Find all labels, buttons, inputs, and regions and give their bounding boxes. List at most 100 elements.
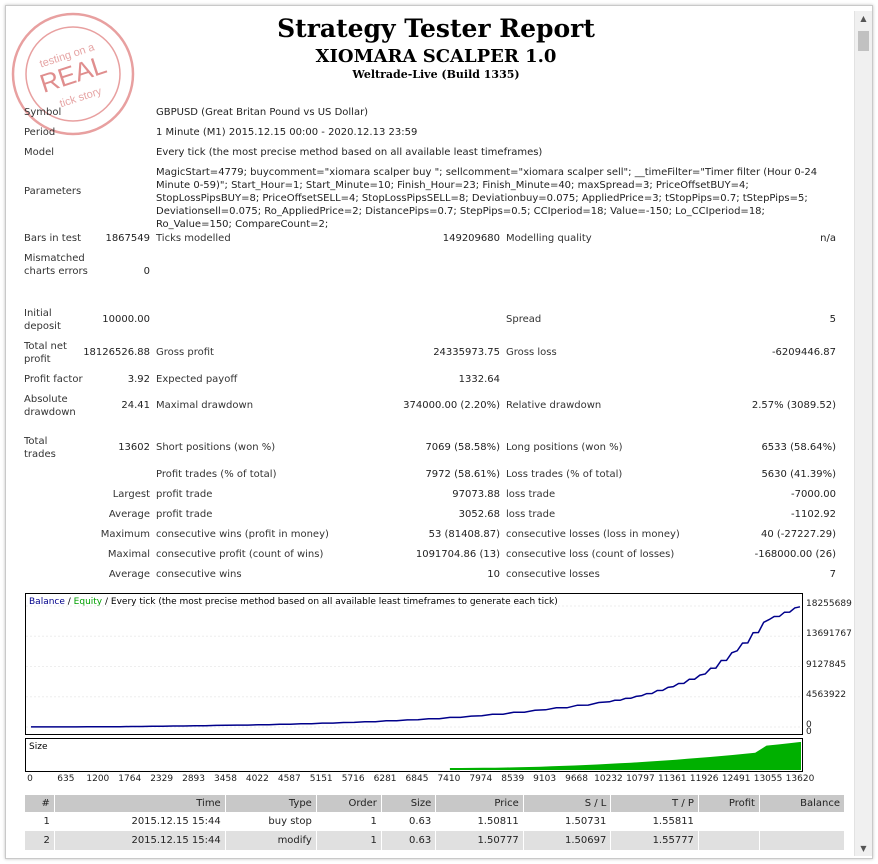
server-build: Weltrade-Live (Build 1335) (352, 68, 520, 81)
y-tick-zero-volume: 0 (806, 727, 812, 737)
short-positions-label: Short positions (won %) (156, 442, 276, 453)
x-tick-label: 7410 (437, 774, 461, 784)
table-cell: 2015.12.15 15:44 (54, 812, 226, 831)
orders-header-cell: Type (225, 795, 317, 812)
max-consecutive-losses-value: 40 (-27227.29) (760, 529, 836, 540)
x-tick-label: 635 (57, 774, 75, 784)
absolute-drawdown-value: 24.41 (121, 400, 150, 411)
orders-header-cell: Balance (759, 795, 846, 812)
quality-label: Modelling quality (506, 233, 592, 244)
long-positions-value: 6533 (58.64%) (761, 442, 836, 453)
x-tick-label: 4022 (245, 774, 269, 784)
average-loss-trade-label: loss trade (506, 509, 556, 520)
table-cell: 0.63 (381, 831, 437, 850)
average-consecutive-wins-value: 10 (487, 569, 500, 580)
x-tick-label: 1200 (86, 774, 110, 784)
table-cell: 1 (316, 831, 382, 850)
x-tick-label: 5716 (341, 774, 365, 784)
orders-header-cell: # (25, 795, 55, 812)
spread-label: Spread (506, 314, 542, 325)
relative-drawdown-value: 2.57% (3089.52) (751, 400, 836, 411)
maximal-consecutive-loss-label: consecutive loss (count of losses) (506, 549, 675, 560)
x-tick-label: 3458 (214, 774, 237, 784)
long-positions-label: Long positions (won %) (506, 442, 623, 453)
average-consecutive-losses-label: consecutive losses (506, 569, 600, 580)
size-area (449, 742, 801, 770)
x-tick-label: 5151 (309, 774, 333, 784)
orders-header-cell: Order (316, 795, 382, 812)
y-tick-label: 18255689 (806, 599, 852, 609)
scroll-thumb[interactable] (858, 31, 869, 51)
orders-header-cell: T / P (610, 795, 699, 812)
ticks-value: 149209680 (442, 233, 500, 244)
table-cell: 1.50811 (435, 812, 524, 831)
scroll-up-arrow-icon[interactable]: ▲ (860, 14, 867, 23)
average-profit-trade-value: 3052.68 (458, 509, 500, 520)
x-tick-label: 2893 (182, 774, 205, 784)
average-loss-trade-value: -1102.92 (791, 509, 836, 520)
spread-value: 5 (829, 314, 836, 325)
expected-payoff-value: 1332.64 (458, 374, 500, 385)
gross-profit-label: Gross profit (156, 347, 214, 358)
profit-factor-value: 3.92 (127, 374, 150, 385)
legend-balance: Balance (29, 597, 65, 607)
x-tick-label: 6845 (405, 774, 429, 784)
orders-header-cell: Price (435, 795, 524, 812)
model-label: Model (24, 147, 55, 158)
x-tick-label: 11361 (657, 774, 687, 784)
balance-line (31, 606, 801, 728)
orders-header-cell: Size (381, 795, 437, 812)
x-tick-label: 13620 (785, 774, 815, 784)
x-tick-label: 2329 (150, 774, 174, 784)
x-tick-label: 9103 (533, 774, 557, 784)
maximal-consecutive-loss-value: -168000.00 (26) (754, 549, 836, 560)
relative-drawdown-label: Relative drawdown (506, 400, 602, 411)
max-consecutive-losses-label: consecutive losses (loss in money) (506, 529, 680, 540)
table-cell (759, 812, 846, 831)
table-cell: modify (225, 831, 317, 850)
real-tick-stamp-logo: testing on a REAL tick story (11, 12, 135, 136)
average-consecutive-wins-label: consecutive wins (156, 569, 242, 580)
average2-label: Average (108, 569, 150, 580)
gross-profit-value: 24335973.75 (433, 347, 500, 358)
table-cell: 1 (316, 812, 382, 831)
table-cell (759, 831, 846, 850)
y-tick-label: 0 (806, 720, 812, 730)
bars-value: 1867549 (105, 233, 150, 244)
mismatch-value: 0 (143, 266, 150, 277)
table-cell: 1.50731 (523, 812, 612, 831)
chart-legend: Balance / Equity / Every tick (the most … (29, 596, 558, 608)
x-tick-label: 0 (27, 774, 33, 784)
total-trades-value: 13602 (118, 442, 150, 453)
orders-header-cell: Profit (698, 795, 760, 812)
report-page: testing on a REAL tick story Strategy Te… (5, 5, 873, 859)
absolute-drawdown-label: Absolute drawdown (24, 394, 76, 418)
x-tick-label: 13055 (753, 774, 783, 784)
profit-trades-value: 7972 (58.61%) (425, 469, 500, 480)
table-cell: 1.55811 (610, 812, 699, 831)
x-tick-label: 4587 (277, 774, 301, 784)
maximal-label: Maximal (107, 549, 150, 560)
vertical-scrollbar[interactable]: ▲ ▼ (854, 11, 872, 856)
size-label: Size (29, 742, 48, 752)
table-cell (698, 831, 760, 850)
net-profit-label: Total net profit (24, 341, 67, 365)
parameters-label: Parameters (24, 186, 82, 197)
gross-loss-value: -6209446.87 (771, 347, 836, 358)
parameters-value: MagicStart=4779; buycomment="xiomara sca… (156, 167, 818, 230)
y-tick-label: 4563922 (806, 689, 847, 700)
deposit-label: Initial deposit (24, 308, 61, 332)
model-value: Every tick (the most precise method base… (156, 147, 543, 158)
y-tick-label: 13691767 (806, 629, 852, 640)
maximal-consecutive-profit-value: 1091704.86 (13) (415, 549, 500, 560)
symbol-value: GBPUSD (Great Britan Pound vs US Dollar) (156, 107, 369, 118)
max-consecutive-wins-value: 53 (81408.87) (428, 529, 500, 540)
profit-factor-label: Profit factor (24, 374, 83, 385)
ea-name: XIOMARA SCALPER 1.0 (315, 46, 557, 67)
gross-loss-label: Gross loss (506, 347, 557, 358)
largest-profit-trade-value: 97073.88 (452, 489, 500, 500)
y-tick-label: 9127845 (806, 659, 847, 670)
scroll-down-arrow-icon[interactable]: ▼ (860, 844, 867, 853)
average-profit-trade-label: profit trade (156, 509, 213, 520)
